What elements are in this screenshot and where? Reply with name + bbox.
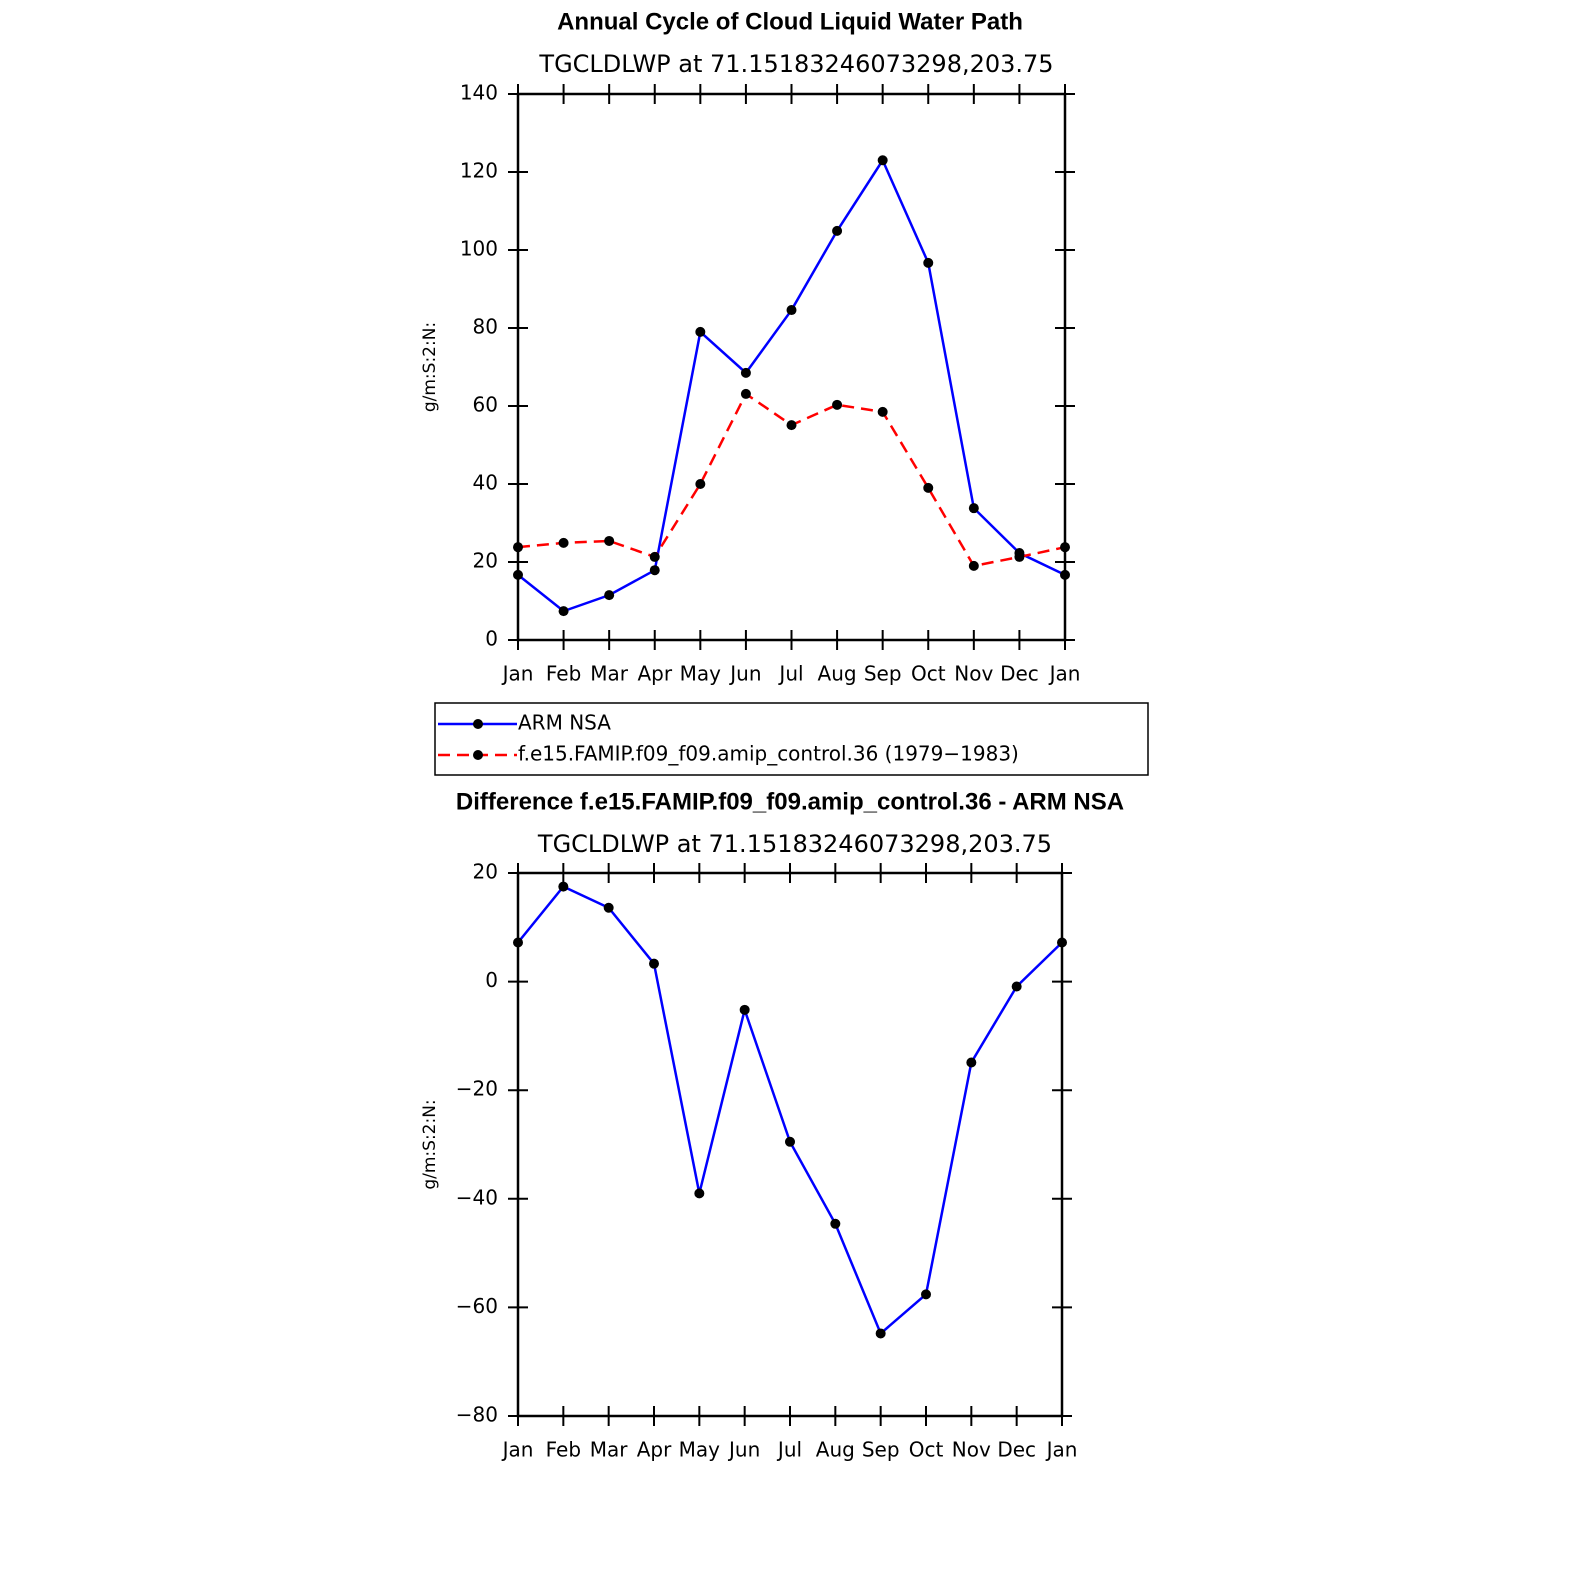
x-tick-label: May <box>680 662 722 686</box>
data-point <box>740 367 751 378</box>
y-tick-label: −60 <box>456 1294 498 1318</box>
data-point <box>785 1136 795 1147</box>
data-point <box>739 1004 750 1015</box>
y-tick-label: −20 <box>456 1077 498 1101</box>
x-tick-label: Jun <box>727 1438 760 1462</box>
y-tick-label: 100 <box>460 237 498 261</box>
data-point <box>786 420 797 431</box>
x-tick-label: May <box>679 1438 721 1462</box>
data-point <box>832 399 843 410</box>
data-point <box>649 551 660 562</box>
y-tick-label: −80 <box>456 1403 498 1427</box>
data-point <box>694 1188 705 1199</box>
x-tick-label: Nov <box>954 662 993 686</box>
data-point <box>513 937 523 948</box>
legend-label: f.e15.FAMIP.f09_f09.amip_control.36 (197… <box>518 742 1019 766</box>
data-point <box>923 257 934 268</box>
data-point <box>968 560 979 571</box>
chart-subtitle: TGCLDLWP at 71.15183246073298,203.75 <box>537 830 1052 858</box>
data-point <box>1014 551 1025 562</box>
x-tick-label: Sep <box>864 662 902 686</box>
data-point <box>877 155 888 166</box>
x-tick-label: Oct <box>911 662 946 686</box>
x-tick-label: Jan <box>501 1438 534 1462</box>
data-point <box>968 503 979 514</box>
y-axis-label: g/m:S:2:N: <box>420 1099 440 1189</box>
y-tick-label: −40 <box>456 1185 498 1209</box>
y-tick-label: 0 <box>485 627 498 651</box>
data-point <box>603 902 614 913</box>
data-point <box>830 1218 841 1229</box>
y-tick-label: 20 <box>473 549 498 573</box>
x-tick-label: Sep <box>862 1438 900 1462</box>
data-point <box>695 479 706 489</box>
x-tick-label: Jan <box>501 662 534 686</box>
legend-label: ARM NSA <box>518 711 611 735</box>
x-tick-label: Feb <box>546 1438 581 1462</box>
chart-title: Annual Cycle of Cloud Liquid Water Path <box>557 8 1023 35</box>
data-point <box>966 1057 977 1068</box>
x-tick-label: Jun <box>728 662 761 686</box>
data-point <box>558 537 569 548</box>
x-tick-label: Nov <box>952 1438 991 1462</box>
data-point <box>649 958 659 969</box>
data-point <box>1060 569 1070 580</box>
data-point <box>740 388 751 399</box>
x-tick-label: Aug <box>816 1438 855 1462</box>
x-tick-label: Mar <box>590 662 629 686</box>
y-tick-label: 80 <box>473 315 498 339</box>
data-point <box>558 881 569 892</box>
x-tick-label: Oct <box>909 1438 944 1462</box>
legend-marker <box>473 719 483 729</box>
y-tick-label: 20 <box>473 860 498 884</box>
data-point <box>604 535 615 546</box>
legend-box <box>434 702 1149 776</box>
y-tick-label: 140 <box>460 81 498 105</box>
y-tick-label: 120 <box>460 159 498 183</box>
data-point <box>1057 937 1067 948</box>
x-tick-label: Jul <box>776 1438 802 1462</box>
data-point <box>513 542 523 553</box>
chart-title: Difference f.e15.FAMIP.f09_f09.amip_cont… <box>456 788 1124 815</box>
data-point <box>786 305 797 316</box>
data-point <box>649 565 660 576</box>
y-tick-label: 40 <box>473 471 498 495</box>
x-tick-label: Dec <box>997 1438 1036 1462</box>
x-tick-label: Feb <box>546 662 581 686</box>
y-axis-label: g/m:S:2:N: <box>420 322 440 412</box>
data-point <box>832 225 843 236</box>
x-tick-label: Jan <box>1048 662 1081 686</box>
series-line <box>517 885 1063 1336</box>
x-tick-label: Jan <box>1045 1438 1078 1462</box>
data-point <box>695 326 706 337</box>
plot-frame <box>516 92 1067 642</box>
chart-subtitle: TGCLDLWP at 71.15183246073298,203.75 <box>538 50 1053 78</box>
x-tick-label: Mar <box>590 1438 629 1462</box>
data-point <box>923 482 934 493</box>
data-point <box>921 1289 931 1300</box>
series-line <box>517 392 1066 568</box>
data-point <box>875 1328 886 1339</box>
data-point <box>513 569 523 580</box>
x-tick-label: Aug <box>818 662 857 686</box>
x-tick-label: Dec <box>1000 662 1039 686</box>
data-point <box>1011 981 1022 992</box>
y-tick-label: 0 <box>485 968 498 992</box>
data-point <box>558 606 569 617</box>
data-point <box>1060 542 1070 553</box>
data-point <box>877 406 888 417</box>
x-tick-label: Apr <box>637 662 672 686</box>
y-tick-label: 60 <box>473 393 498 417</box>
legend-marker <box>473 750 483 760</box>
data-point <box>604 590 615 601</box>
x-tick-label: Jul <box>777 662 803 686</box>
series-line <box>517 157 1066 613</box>
x-tick-label: Apr <box>637 1438 672 1462</box>
